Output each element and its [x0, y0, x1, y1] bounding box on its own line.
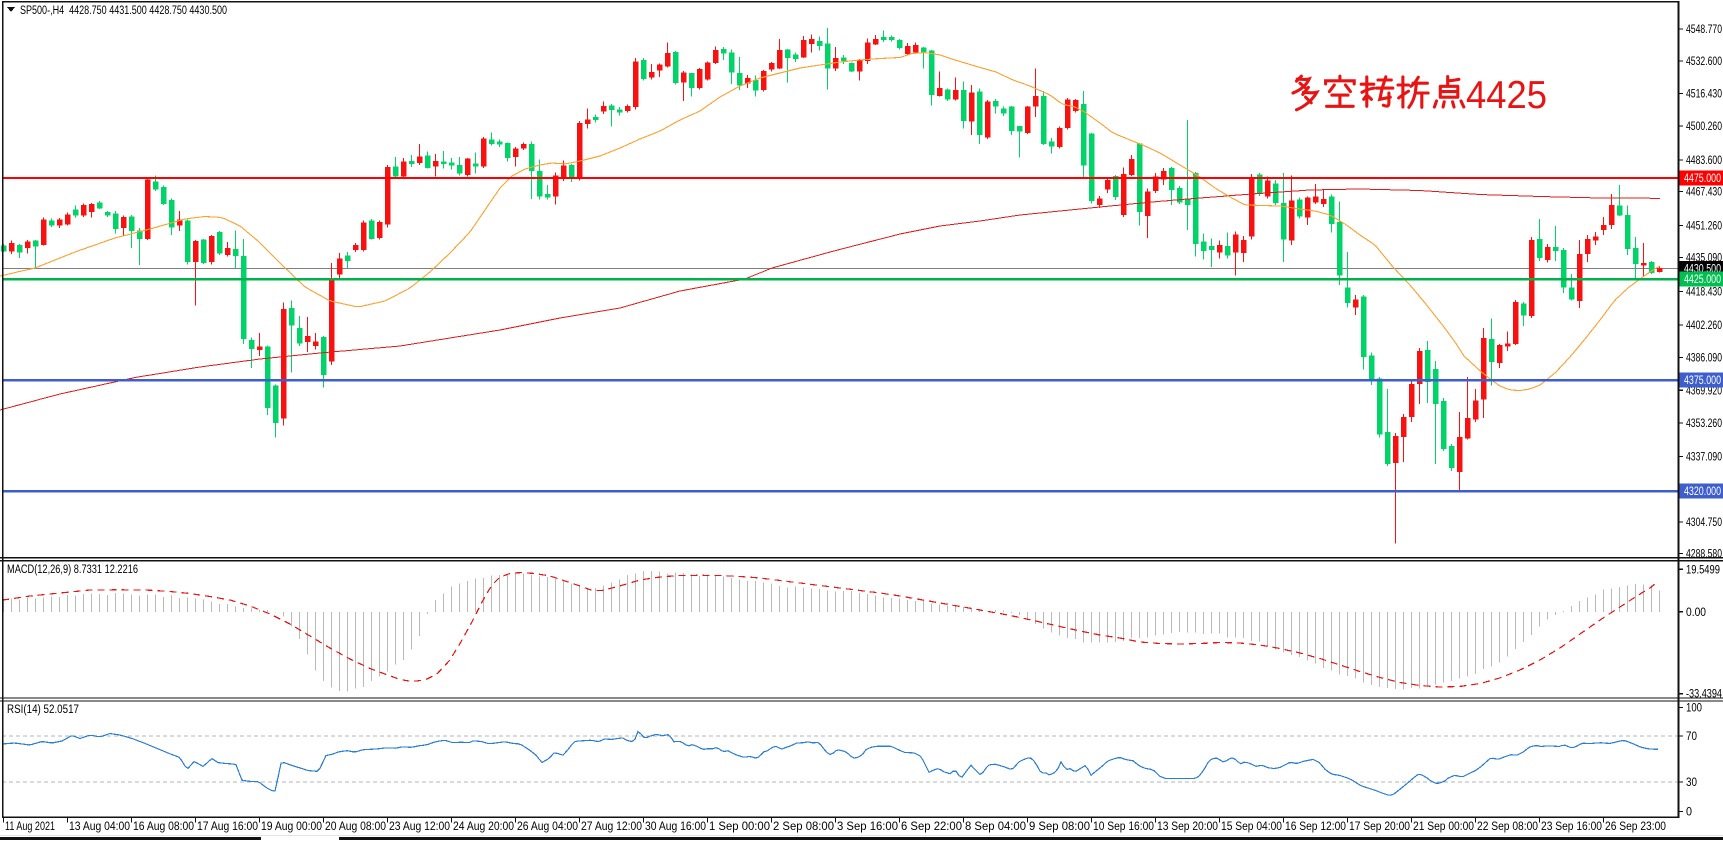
svg-text:4467.430: 4467.430	[1686, 187, 1722, 199]
svg-text:13 Aug 04:00: 13 Aug 04:00	[69, 821, 130, 833]
svg-text:4288.580: 4288.580	[1686, 549, 1722, 561]
svg-text:19.5499: 19.5499	[1686, 564, 1720, 576]
svg-text:100: 100	[1686, 703, 1702, 715]
svg-text:4375.000: 4375.000	[1684, 375, 1721, 387]
svg-text:24 Aug 20:00: 24 Aug 20:00	[453, 821, 514, 833]
svg-text:17 Sep 20:00: 17 Sep 20:00	[1349, 821, 1410, 833]
svg-text:9 Sep 08:00: 9 Sep 08:00	[1029, 821, 1090, 833]
svg-text:23 Aug 12:00: 23 Aug 12:00	[389, 821, 450, 833]
svg-text:3 Sep 16:00: 3 Sep 16:00	[837, 821, 898, 833]
svg-text:70: 70	[1686, 731, 1697, 743]
svg-text:MACD(12,26,9) 8.7331 12.2216: MACD(12,26,9) 8.7331 12.2216	[7, 564, 138, 576]
svg-text:-33.4394: -33.4394	[1686, 689, 1722, 701]
svg-text:4532.600: 4532.600	[1686, 56, 1722, 68]
svg-text:0: 0	[1686, 807, 1692, 819]
svg-text:1 Sep 00:00: 1 Sep 00:00	[709, 821, 770, 833]
svg-text:10 Sep 16:00: 10 Sep 16:00	[1093, 821, 1154, 833]
svg-text:4353.260: 4353.260	[1686, 418, 1722, 430]
svg-text:4475.000: 4475.000	[1684, 173, 1721, 185]
svg-text:23 Sep 16:00: 23 Sep 16:00	[1541, 821, 1602, 833]
svg-text:RSI(14) 52.0517: RSI(14) 52.0517	[7, 704, 79, 716]
svg-text:30 Aug 16:00: 30 Aug 16:00	[645, 821, 706, 833]
svg-text:4402.260: 4402.260	[1686, 320, 1722, 332]
svg-text:13 Sep 20:00: 13 Sep 20:00	[1157, 821, 1218, 833]
svg-text:4500.260: 4500.260	[1686, 121, 1722, 133]
svg-text:4483.600: 4483.600	[1686, 155, 1722, 167]
svg-text:4337.090: 4337.090	[1686, 452, 1722, 464]
svg-text:30: 30	[1686, 777, 1697, 789]
svg-text:4369.920: 4369.920	[1686, 385, 1722, 397]
svg-text:SP500-,H4 4428.750 4431.500 4: SP500-,H4 4428.750 4431.500 4428.750 443…	[20, 5, 227, 17]
svg-text:4451.260: 4451.260	[1686, 221, 1722, 233]
svg-text:4425: 4425	[1466, 74, 1547, 117]
svg-text:4425.000: 4425.000	[1684, 274, 1721, 286]
svg-text:22 Sep 08:00: 22 Sep 08:00	[1477, 821, 1538, 833]
svg-text:0.00: 0.00	[1686, 607, 1706, 619]
svg-text:26 Aug 04:00: 26 Aug 04:00	[517, 821, 578, 833]
svg-text:4386.090: 4386.090	[1686, 353, 1722, 365]
svg-text:27 Aug 12:00: 27 Aug 12:00	[581, 821, 642, 833]
svg-text:21 Sep 00:00: 21 Sep 00:00	[1413, 821, 1474, 833]
svg-text:16 Aug 08:00: 16 Aug 08:00	[133, 821, 194, 833]
svg-text:6 Sep 22:00: 6 Sep 22:00	[901, 821, 962, 833]
svg-text:20 Aug 08:00: 20 Aug 08:00	[325, 821, 386, 833]
svg-text:4516.430: 4516.430	[1686, 89, 1722, 101]
svg-text:4320.000: 4320.000	[1684, 486, 1721, 498]
svg-text:4548.770: 4548.770	[1686, 24, 1722, 36]
svg-text:11 Aug 2021: 11 Aug 2021	[5, 821, 55, 833]
svg-text:15 Sep 04:00: 15 Sep 04:00	[1221, 821, 1282, 833]
svg-text:4418.430: 4418.430	[1686, 287, 1722, 299]
svg-text:8 Sep 04:00: 8 Sep 04:00	[965, 821, 1026, 833]
svg-text:2 Sep 08:00: 2 Sep 08:00	[773, 821, 834, 833]
svg-text:16 Sep 12:00: 16 Sep 12:00	[1285, 821, 1346, 833]
svg-text:4304.750: 4304.750	[1686, 517, 1722, 529]
svg-text:26 Sep 23:00: 26 Sep 23:00	[1605, 821, 1666, 833]
svg-text:19 Aug 00:00: 19 Aug 00:00	[261, 821, 322, 833]
svg-text:17 Aug 16:00: 17 Aug 16:00	[197, 821, 258, 833]
